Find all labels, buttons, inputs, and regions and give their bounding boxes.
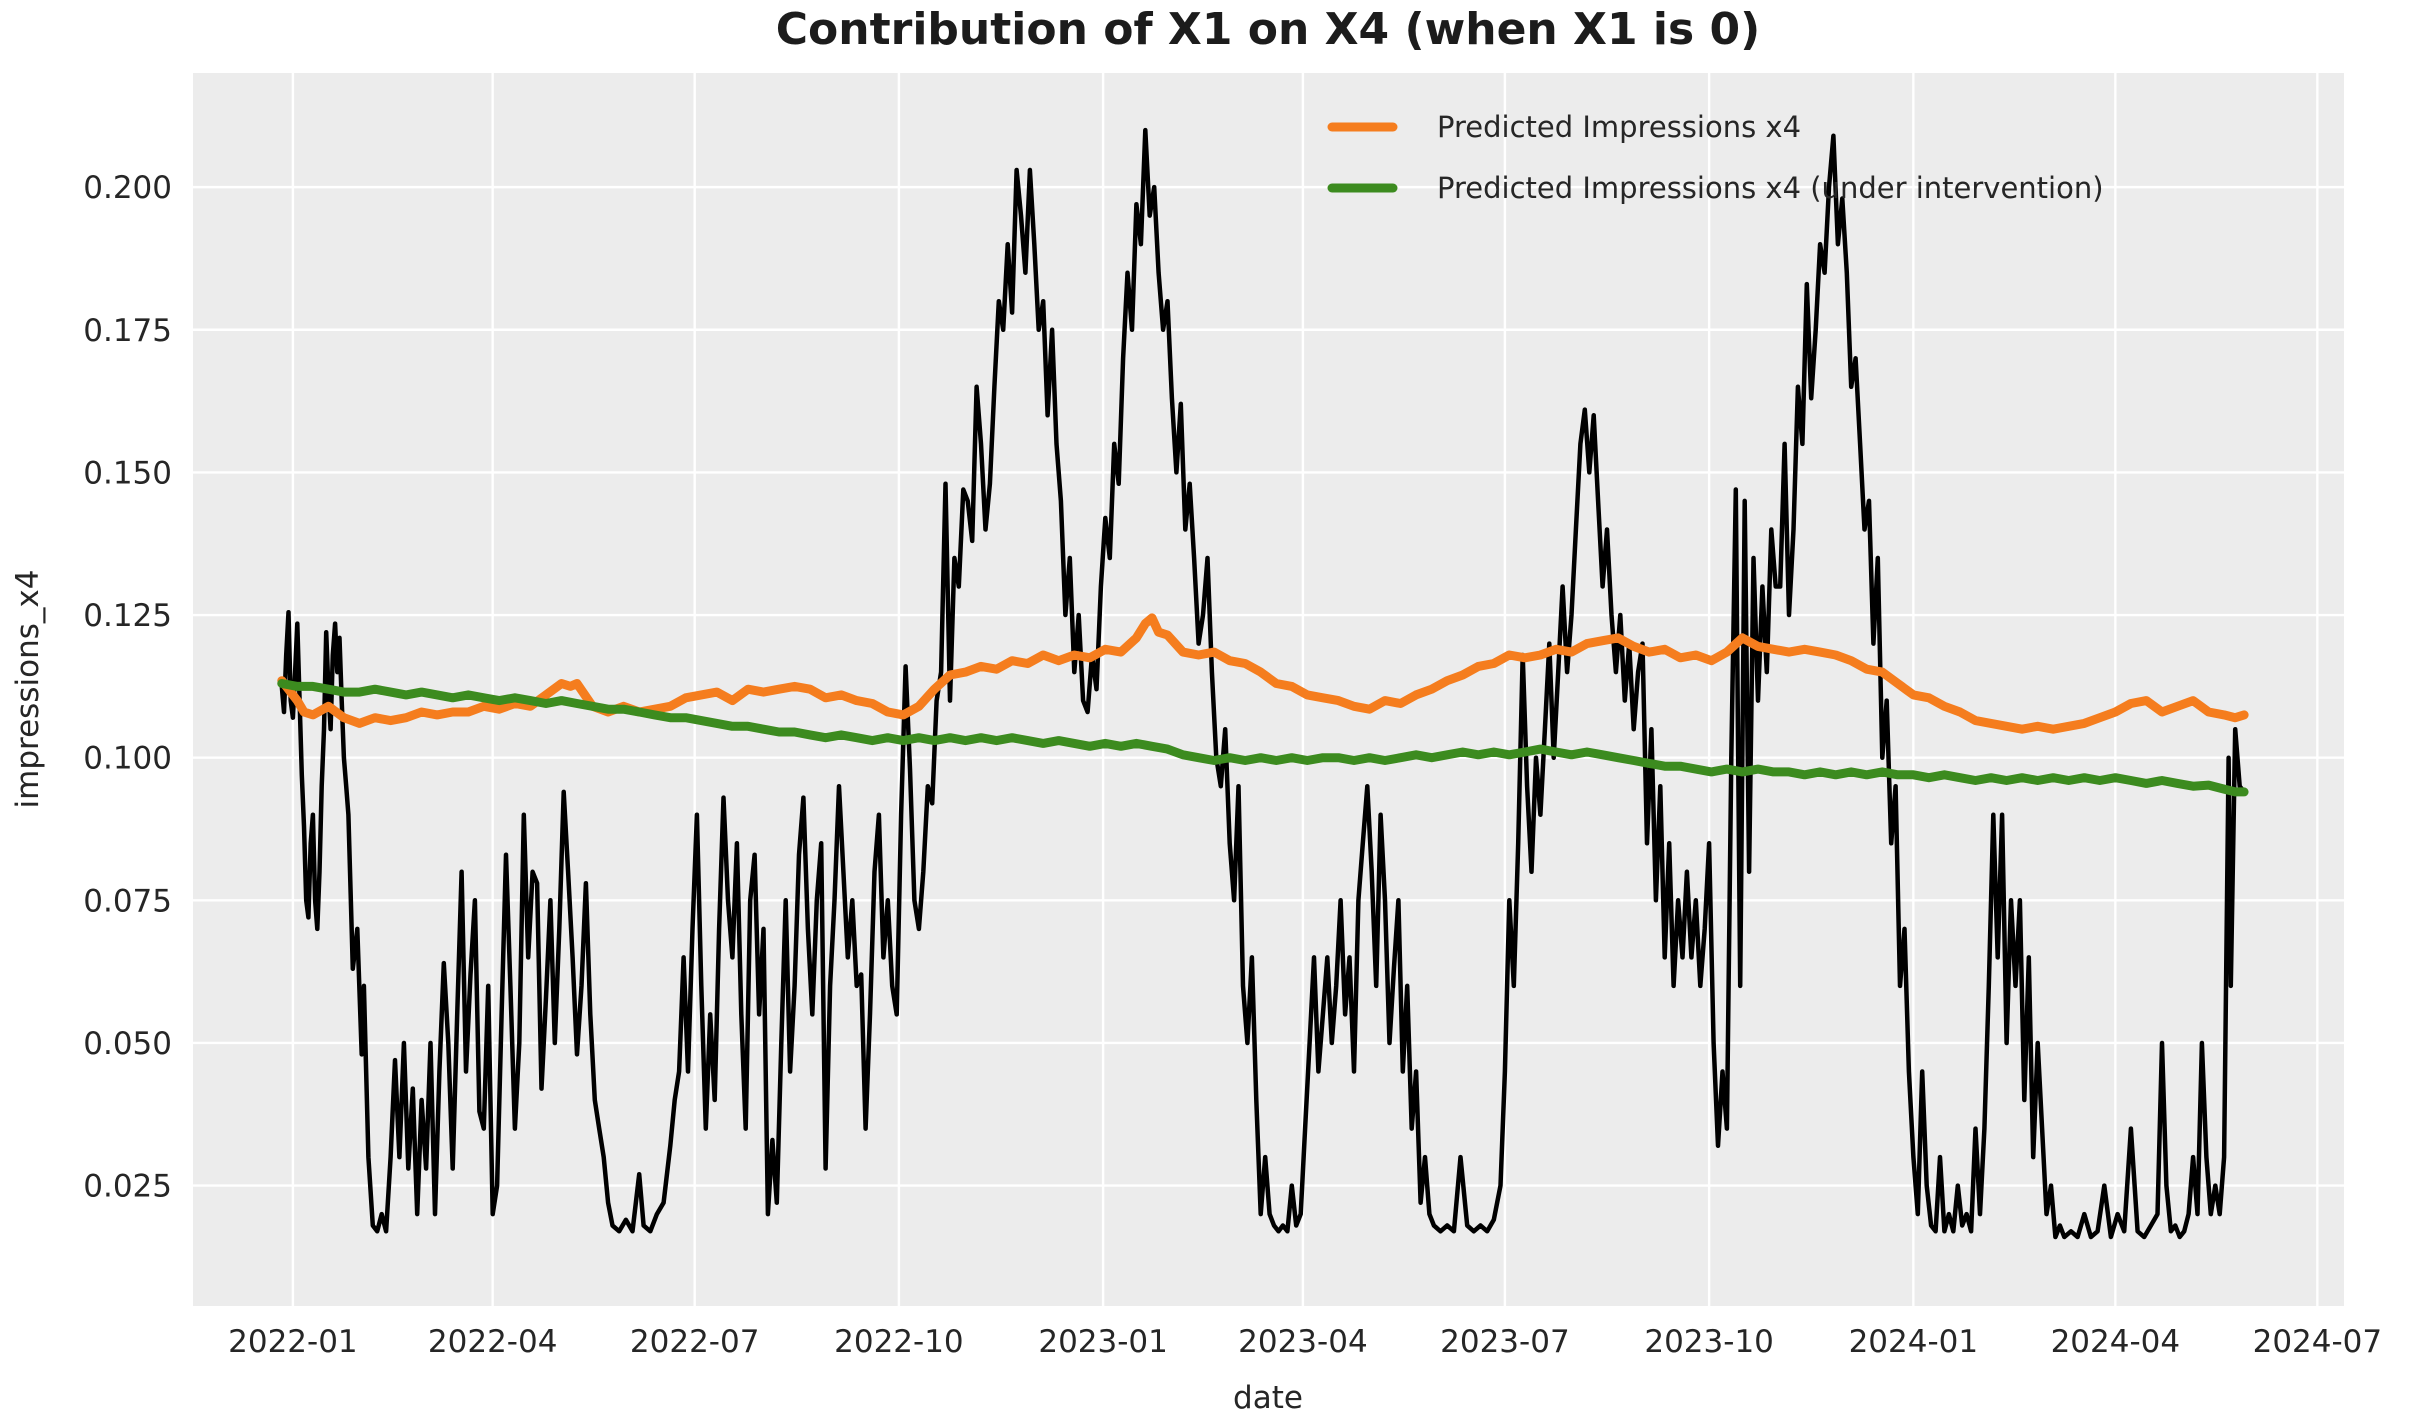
x-tick-label: 2022-07 <box>630 1324 760 1360</box>
legend-label-intervention: Predicted Impressions x4 (under interven… <box>1437 171 2104 205</box>
x-tick-label: 2023-04 <box>1238 1324 1368 1360</box>
y-tick-label: 0.050 <box>83 1026 172 1062</box>
y-tick-label: 0.025 <box>83 1169 172 1205</box>
x-tick-label: 2022-10 <box>834 1324 964 1360</box>
x-tick-label: 2024-04 <box>2051 1324 2181 1360</box>
y-tick-label: 0.125 <box>83 598 172 634</box>
chart-title: Contribution of X1 on X4 (when X1 is 0) <box>776 4 1760 55</box>
legend-label-predicted: Predicted Impressions x4 <box>1437 110 1801 144</box>
y-tick-label: 0.075 <box>83 883 172 919</box>
x-tick-label: 2024-01 <box>1849 1324 1979 1360</box>
series-line-predicted_intervention <box>277 679 2249 797</box>
y-axis-label: impressions_x4 <box>10 570 46 809</box>
y-tick-labels: 0.025 0.050 0.075 0.100 0.125 0.150 0.175 0.200 <box>83 170 172 1204</box>
y-tick-label: 0.175 <box>83 313 172 349</box>
x-axis-label: date <box>1233 1380 1303 1416</box>
series-lines <box>277 127 2249 1240</box>
y-tick-label: 0.100 <box>83 741 172 777</box>
x-tick-label: 2024-07 <box>2253 1324 2383 1360</box>
x-tick-label: 2022-04 <box>428 1324 558 1360</box>
y-tick-label: 0.200 <box>83 170 172 206</box>
x-tick-labels: 2022-01 2022-04 2022-07 2022-10 2023-01 2023-… <box>228 1324 2382 1360</box>
legend: Predicted Impressions x4 Predicted Impre… <box>1327 110 2104 205</box>
x-tick-label: 2022-01 <box>228 1324 358 1360</box>
series-line-observed <box>279 127 2247 1240</box>
y-tick-label: 0.150 <box>83 455 172 491</box>
x-tick-label: 2023-07 <box>1440 1324 1570 1360</box>
x-tick-label: 2023-01 <box>1038 1324 1168 1360</box>
x-tick-label: 2023-10 <box>1644 1324 1774 1360</box>
